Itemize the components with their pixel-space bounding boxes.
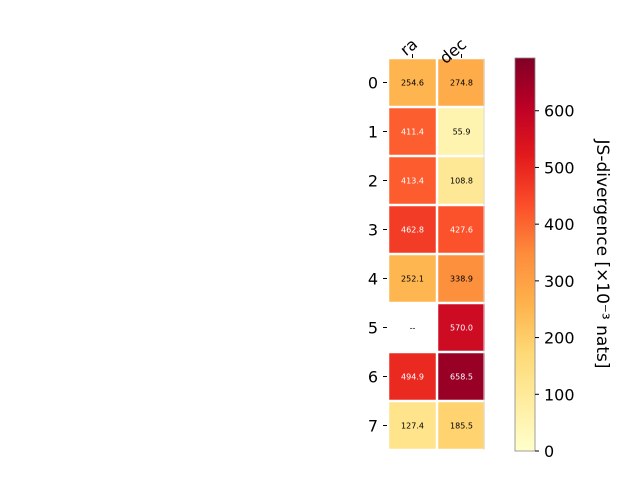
cell-value-label: 127.4 — [401, 422, 424, 431]
cell-value-label: 413.4 — [401, 177, 424, 186]
row-label: 3 — [368, 221, 378, 240]
heatmap-cell — [389, 206, 436, 253]
colorbar-tick-label: 200 — [544, 329, 575, 348]
colorbar-tick-label: 100 — [544, 385, 575, 404]
cell-value-label: 494.9 — [401, 373, 424, 382]
heatmap-cell — [438, 255, 485, 302]
row-label: 5 — [368, 319, 378, 338]
row-label: 6 — [368, 368, 378, 387]
cell-value-label: 411.4 — [401, 128, 424, 137]
row-labels: 0 1 2 3 4 5 6 7 — [368, 74, 387, 436]
colorbar-tick-label: 0 — [544, 442, 554, 461]
heatmap-cell — [438, 59, 485, 106]
colorbar-tick-label: 600 — [544, 102, 575, 121]
colorbar: 0 100 200 300 400 500 600 — [514, 57, 575, 461]
heatmap-cell — [438, 157, 485, 204]
heatmap-cell — [438, 304, 485, 351]
heatmap-cell — [438, 353, 485, 400]
cell-value-label: 252.1 — [401, 275, 424, 284]
colorbar-gradient — [514, 57, 536, 452]
cell-value-label: 427.6 — [450, 226, 473, 235]
heatmap-cells: 254.6 274.8 411.4 55.9 413.4 108.8 462.8 427.6 2… — [389, 58, 485, 450]
heatmap-cell — [389, 304, 436, 351]
colorbar-tick-label: 500 — [544, 158, 575, 177]
colorbar-tick-label: 300 — [544, 272, 575, 291]
cell-value-label: 108.8 — [450, 177, 473, 186]
colorbar-label: JS-divergence [×10⁻³ nats] — [592, 139, 612, 369]
heatmap-cell — [438, 206, 485, 253]
cell-value-label: 254.6 — [401, 79, 424, 88]
column-label: ra — [396, 35, 421, 60]
colorbar-tick-label: 400 — [544, 215, 575, 234]
heatmap-cell — [389, 353, 436, 400]
cell-value-label: 274.8 — [450, 79, 473, 88]
heatmap-cell — [389, 402, 436, 449]
cell-value-label: 570.0 — [450, 324, 473, 333]
cell-value-label: -- — [410, 324, 416, 333]
row-label: 4 — [368, 270, 378, 289]
cell-value-label: 338.9 — [450, 275, 473, 284]
row-label: 0 — [368, 74, 378, 93]
row-label: 2 — [368, 172, 378, 191]
cell-value-label: 462.8 — [401, 226, 424, 235]
cell-value-label: 658.5 — [450, 373, 473, 382]
row-label: 7 — [368, 417, 378, 436]
cell-value-label: 55.9 — [453, 128, 471, 137]
row-label: 1 — [368, 123, 378, 142]
heatmap-cell — [438, 108, 485, 155]
heatmap-cell — [389, 108, 436, 155]
heatmap-cell — [389, 59, 436, 106]
cell-value-label: 185.5 — [450, 422, 473, 431]
heatmap-cell — [438, 402, 485, 449]
heatmap-cell — [389, 255, 436, 302]
heatmap-cell — [389, 157, 436, 204]
